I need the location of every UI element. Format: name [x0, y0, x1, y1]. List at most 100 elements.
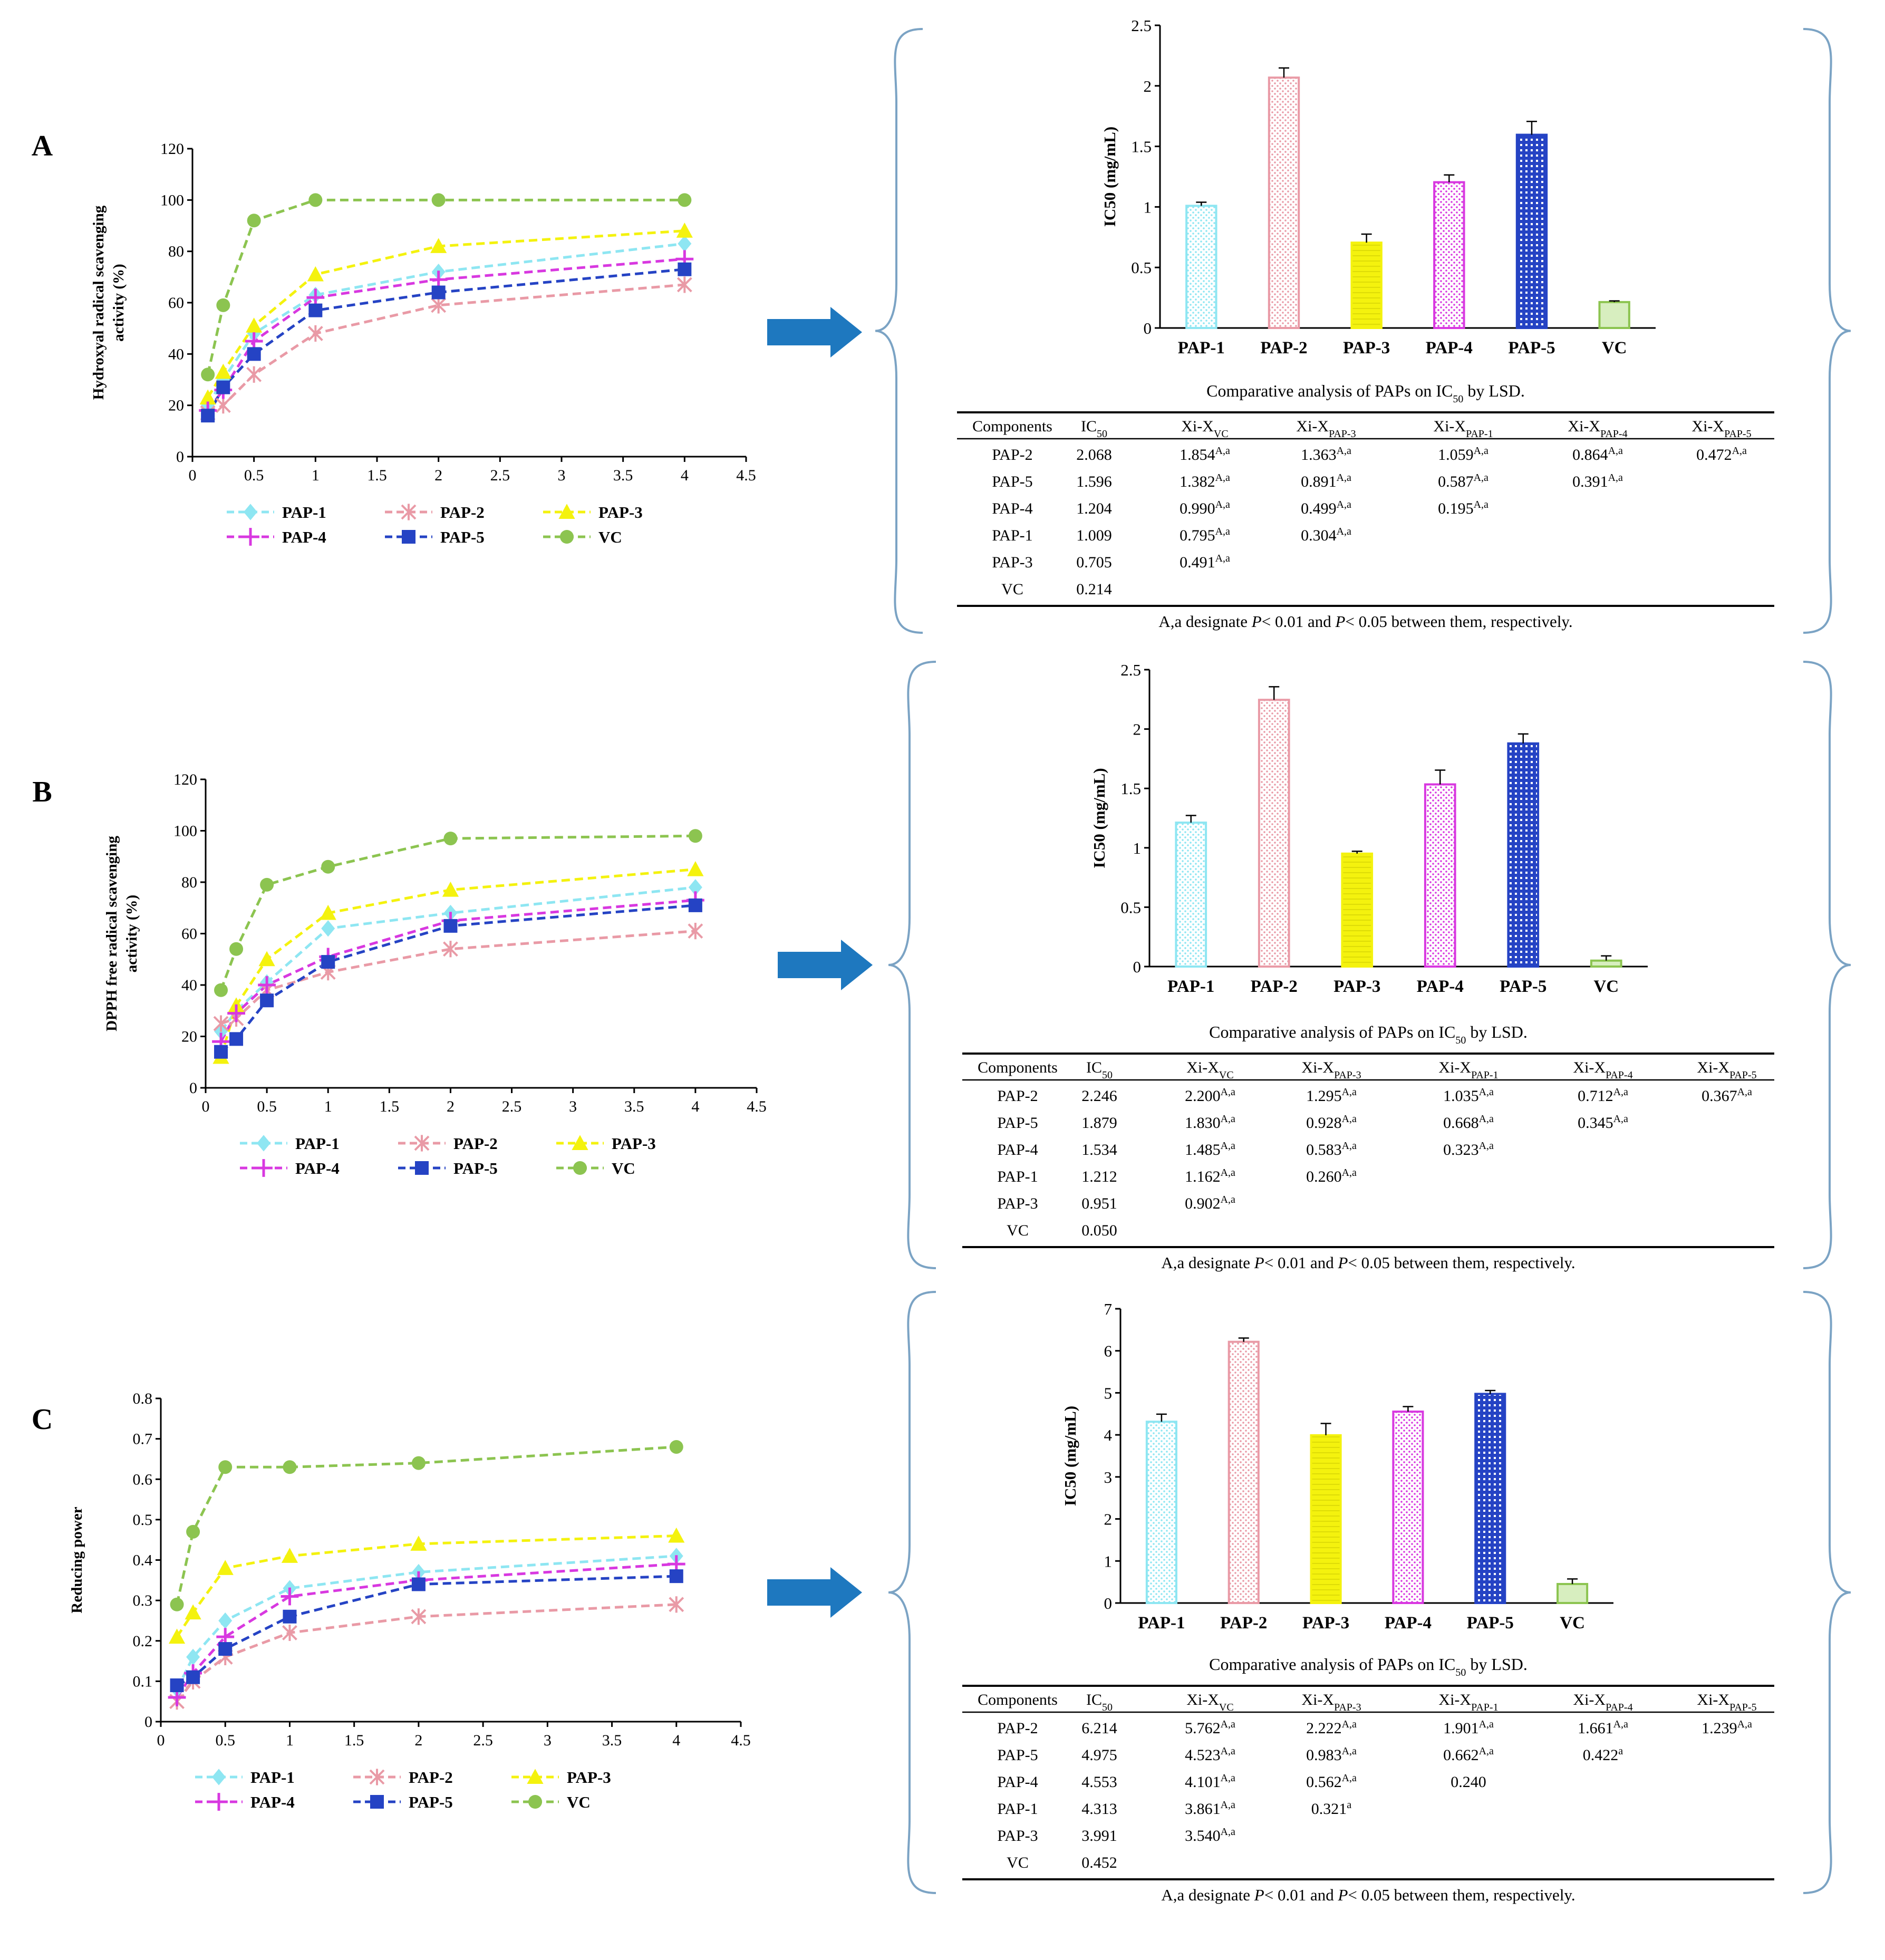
legend-label: VC — [567, 1793, 591, 1811]
table-cell: 0.391A,a — [1572, 472, 1623, 490]
y-tick-label: 100 — [173, 823, 197, 840]
bar-PAP-2 — [1268, 76, 1300, 329]
y-tick-label: 120 — [173, 771, 197, 788]
y-tick-label: 60 — [181, 925, 197, 943]
table-header: IC50 — [1086, 1059, 1113, 1081]
legend-label: PAP-2 — [409, 1768, 453, 1787]
data-point-PAP-5 — [170, 1678, 184, 1693]
table-cell: 0.345A,a — [1578, 1113, 1628, 1132]
table-cell: 1.485A,a — [1185, 1140, 1235, 1158]
legend-label: PAP-1 — [250, 1768, 295, 1787]
data-point-PAP-4 — [306, 288, 325, 307]
data-point-VC — [443, 832, 458, 846]
table-cell: 1.162A,a — [1185, 1167, 1235, 1185]
series-line-VC — [219, 834, 695, 991]
table-header: Components — [972, 418, 1052, 435]
right-arrow-icon — [767, 307, 862, 358]
legend-label: PAP-2 — [453, 1134, 498, 1153]
table-cell: 4.101A,a — [1185, 1772, 1235, 1791]
data-point-VC — [669, 1440, 683, 1454]
y-axis-label: IC50 (mg/mL) — [1090, 768, 1108, 868]
panel-label: B — [32, 776, 52, 808]
series-line-PAP-3 — [219, 868, 696, 1058]
x-tick-label: 4 — [681, 467, 689, 484]
bar-VC — [1590, 959, 1622, 968]
table-header: Xi-XVC — [1186, 1691, 1233, 1713]
table-cell: 3.991 — [1081, 1827, 1117, 1845]
legend-label: PAP-5 — [440, 528, 485, 546]
table-header: Xi-XPAP-1 — [1438, 1059, 1498, 1081]
x-tick-label: PAP-3 — [1302, 1614, 1349, 1633]
left-brace — [888, 1291, 936, 1894]
left-brace — [875, 28, 923, 634]
y-tick-label: 0.3 — [133, 1592, 153, 1609]
table-cell: 0.304A,a — [1301, 526, 1351, 544]
table-cell: 0.902A,a — [1185, 1194, 1235, 1212]
y-tick-label: 1.5 — [1120, 779, 1141, 798]
data-point-PAP-4 — [429, 271, 448, 289]
lsd-table-2: Comparative analysis of PAPs on IC50 by … — [962, 1655, 1774, 1904]
y-tick-label: 0 — [1133, 958, 1142, 976]
x-tick-label: 4 — [691, 1098, 699, 1115]
table-cell: 1.854A,a — [1180, 445, 1230, 464]
data-point-PAP-4 — [281, 1587, 299, 1606]
table-header: Xi-XVC — [1181, 418, 1228, 440]
table-header: Components — [978, 1691, 1058, 1708]
table-cell: 4.523A,a — [1185, 1745, 1235, 1764]
legend-label: VC — [598, 528, 622, 546]
legend-label: PAP-4 — [295, 1159, 340, 1177]
x-tick-label: PAP-3 — [1343, 339, 1390, 358]
bar-PAP-5 — [1507, 742, 1540, 968]
data-point-PAP-2 — [688, 923, 703, 940]
x-tick-label: PAP-1 — [1138, 1614, 1185, 1633]
lsd-table-0: Comparative analysis of PAPs on IC50 by … — [957, 381, 1774, 631]
legend-label: PAP-1 — [282, 503, 326, 522]
data-point-PAP-3 — [307, 266, 324, 282]
y-tick-label: 2 — [1144, 77, 1152, 95]
y-axis-label: IC50 (mg/mL) — [1100, 127, 1119, 227]
legend-marker-PAP-4 — [255, 1159, 273, 1177]
bar-VC — [1557, 1582, 1589, 1605]
table-cell: 0.240 — [1451, 1773, 1486, 1791]
table-cell: 0.260A,a — [1306, 1167, 1357, 1185]
x-tick-label: 0 — [189, 467, 197, 484]
x-tick-label: PAP-4 — [1426, 339, 1473, 358]
table-cell: 4.313 — [1081, 1800, 1117, 1818]
y-tick-label: 1.5 — [1131, 138, 1152, 156]
data-point-PAP-5 — [283, 1609, 297, 1624]
x-tick-label: 0 — [157, 1732, 165, 1749]
y-tick-label: 2 — [1133, 720, 1142, 739]
y-tick-label: 0.7 — [133, 1431, 153, 1448]
data-point-VC — [186, 1524, 200, 1539]
bar-PAP-1 — [1145, 1421, 1177, 1605]
data-point-PAP-5 — [321, 955, 335, 969]
table-cell: 1.534 — [1081, 1141, 1117, 1158]
y-tick-label: 2.5 — [1131, 16, 1152, 35]
table-cell: 3.861A,a — [1185, 1799, 1235, 1818]
data-point-PAP-5 — [229, 1032, 244, 1046]
x-tick-label: 1 — [286, 1732, 294, 1749]
y-tick-label: 40 — [168, 345, 184, 363]
table-cell: 4.975 — [1081, 1746, 1117, 1764]
x-tick-label: PAP-4 — [1417, 977, 1464, 996]
bar-PAP-4 — [1433, 181, 1465, 329]
x-tick-label: 1 — [324, 1098, 332, 1115]
y-tick-label: 1 — [1144, 198, 1152, 216]
table-cell: 1.382A,a — [1180, 472, 1230, 490]
table-cell: 0.668A,a — [1443, 1113, 1494, 1132]
data-point-PAP-4 — [258, 976, 276, 994]
data-point-PAP-5 — [216, 380, 230, 394]
table-cell: 2.246 — [1081, 1087, 1117, 1105]
bar-PAP-4 — [1424, 783, 1456, 968]
x-tick-label: VC — [1602, 339, 1627, 358]
data-point-PAP-5 — [247, 347, 261, 361]
legend-marker-PAP-2 — [414, 1135, 430, 1152]
legend-label: PAP-4 — [250, 1793, 295, 1811]
table-cell: 0.472A,a — [1696, 445, 1747, 464]
data-point-VC — [308, 193, 323, 207]
table-cell: 0.491A,a — [1180, 553, 1230, 571]
y-tick-label: 20 — [168, 397, 184, 414]
data-point-PAP-2 — [215, 397, 231, 414]
y-tick-label: 0.5 — [133, 1511, 153, 1529]
